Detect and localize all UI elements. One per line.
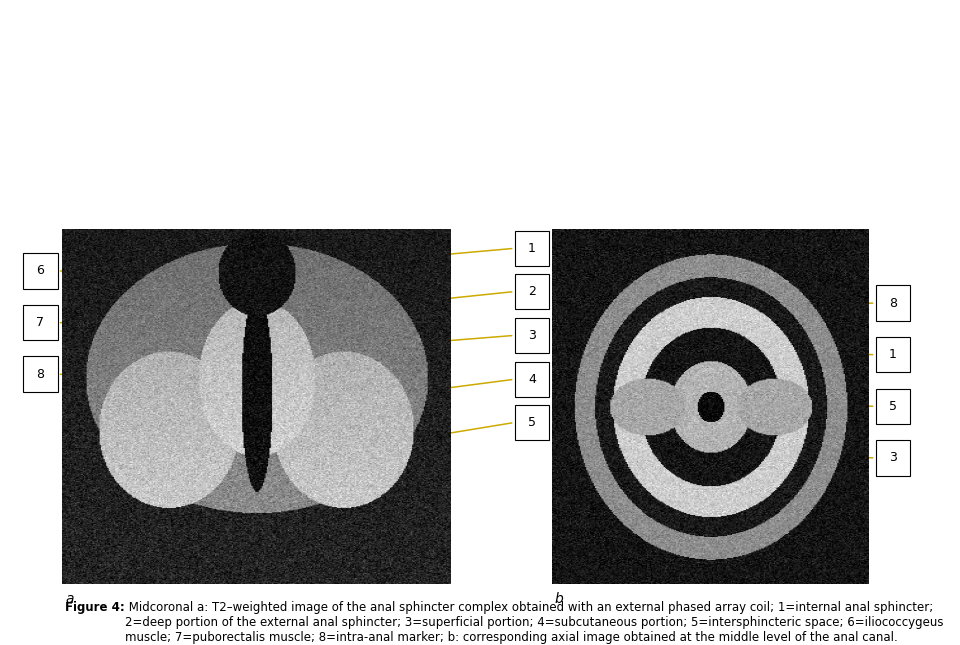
Text: 3: 3 bbox=[889, 451, 897, 464]
Text: 5: 5 bbox=[889, 400, 897, 413]
Text: 7: 7 bbox=[36, 316, 44, 329]
Bar bbox=[515, 230, 549, 266]
Text: 8: 8 bbox=[889, 297, 897, 310]
Bar bbox=[515, 361, 549, 397]
Text: 8: 8 bbox=[36, 368, 44, 381]
Bar bbox=[876, 285, 910, 321]
Text: 2: 2 bbox=[528, 285, 536, 298]
Text: b: b bbox=[555, 592, 564, 606]
Bar bbox=[23, 357, 58, 392]
Text: Figure 4:: Figure 4: bbox=[65, 601, 125, 614]
Bar bbox=[23, 305, 58, 341]
Bar bbox=[23, 253, 58, 289]
Text: a: a bbox=[65, 592, 74, 606]
Bar bbox=[515, 273, 549, 309]
Text: 4: 4 bbox=[528, 373, 536, 386]
Text: 1: 1 bbox=[528, 242, 536, 255]
Text: 6: 6 bbox=[36, 264, 44, 277]
Text: Midcoronal a: T2–weighted image of the anal sphincter complex obtained with an e: Midcoronal a: T2–weighted image of the a… bbox=[125, 601, 944, 644]
Text: 1: 1 bbox=[889, 348, 897, 361]
Bar bbox=[876, 441, 910, 476]
Text: 3: 3 bbox=[528, 329, 536, 342]
Bar bbox=[876, 337, 910, 373]
Bar bbox=[515, 405, 549, 441]
Bar bbox=[876, 388, 910, 424]
Bar bbox=[515, 318, 549, 353]
Text: 5: 5 bbox=[528, 416, 536, 429]
